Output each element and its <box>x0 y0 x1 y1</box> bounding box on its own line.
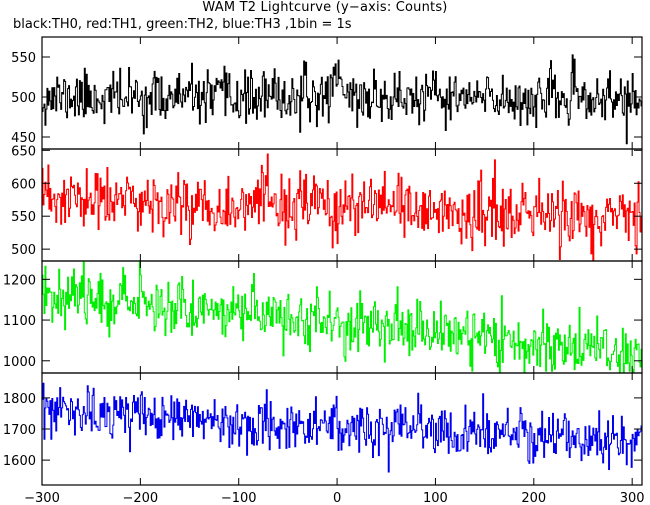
y-tick-label: 450 <box>11 131 36 146</box>
x-tick-label: 300 <box>620 491 645 505</box>
y-tick-label: 500 <box>11 243 36 258</box>
series-line-th0 <box>42 54 642 145</box>
y-tick-label: 600 <box>11 177 36 192</box>
y-tick-label: 1200 <box>3 273 36 288</box>
series-line-th1 <box>42 153 642 261</box>
x-tick-label: 200 <box>521 491 546 505</box>
x-tick-label: −300 <box>24 491 60 505</box>
y-tick-label: 550 <box>11 210 36 225</box>
chart-subtitle: black:TH0, red:TH1, green:TH2, blue:TH3 … <box>13 17 352 32</box>
series-line-th2 <box>42 261 642 373</box>
y-tick-label: 1100 <box>3 314 36 329</box>
x-tick-label: −200 <box>123 491 159 505</box>
y-tick-label: 550 <box>11 51 36 66</box>
y-tick-label: 500 <box>11 91 36 106</box>
y-tick-label: 1700 <box>3 423 36 438</box>
y-tick-label: 1600 <box>3 454 36 469</box>
x-tick-label: 100 <box>423 491 448 505</box>
series-line-th3 <box>42 382 642 473</box>
y-tick-label: 650 <box>11 144 36 159</box>
x-tick-label: −100 <box>221 491 257 505</box>
y-tick-label: 1000 <box>3 355 36 370</box>
chart-title: WAM T2 Lightcurve (y−axis: Counts) <box>202 0 448 15</box>
y-tick-label: 1800 <box>3 392 36 407</box>
x-tick-label: 0 <box>333 491 341 505</box>
